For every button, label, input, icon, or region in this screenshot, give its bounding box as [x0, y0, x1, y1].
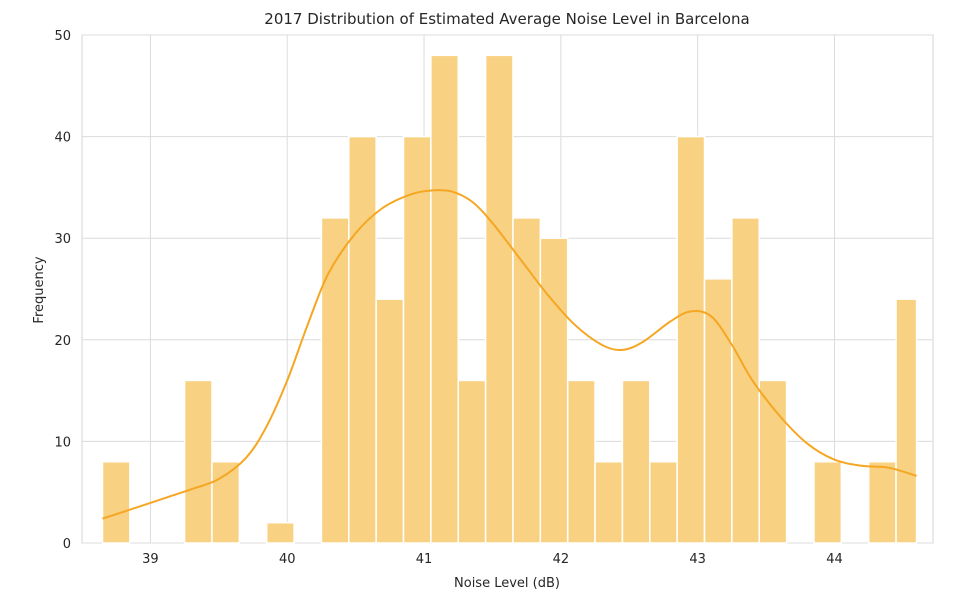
histogram-bar — [320, 217, 350, 544]
y-tick-label: 40 — [54, 131, 71, 146]
y-axis-ticks: 0 10 20 30 40 50 — [54, 29, 71, 552]
histogram-bar — [539, 237, 569, 544]
x-tick-label: 40 — [279, 552, 296, 567]
kde-line — [102, 189, 917, 520]
kde-curve — [102, 189, 917, 520]
x-tick-label: 43 — [689, 552, 706, 567]
histogram-bar — [484, 54, 514, 544]
histogram-bar — [594, 460, 624, 544]
histogram-bar — [101, 460, 131, 544]
histogram-bar — [731, 217, 760, 544]
histogram-bar — [895, 298, 918, 544]
histogram-bar — [867, 460, 897, 544]
histogram-bar — [402, 135, 432, 544]
chart-title: 2017 Distribution of Estimated Average N… — [264, 10, 749, 28]
histogram-bar — [813, 460, 843, 544]
y-tick-label: 50 — [54, 29, 71, 44]
histogram-bar — [430, 54, 459, 544]
histogram-bar — [758, 379, 788, 544]
x-tick-label: 42 — [553, 552, 570, 567]
y-tick-label: 30 — [54, 232, 71, 247]
histogram-bar — [621, 379, 651, 544]
y-tick-label: 10 — [54, 435, 71, 450]
y-axis-label: Frequency — [32, 256, 47, 323]
histogram-bar — [703, 278, 733, 544]
x-tick-label: 41 — [416, 552, 433, 567]
x-tick-label: 44 — [826, 552, 843, 567]
histogram-bar — [457, 379, 487, 544]
histogram-bar — [676, 135, 706, 544]
histogram-bar — [348, 135, 377, 544]
x-axis-label: Noise Level (dB) — [454, 576, 560, 591]
y-tick-label: 0 — [63, 537, 71, 552]
x-axis-ticks: 39 40 41 42 43 44 — [142, 552, 843, 567]
histogram-bar — [649, 460, 678, 544]
histogram-bars — [101, 54, 918, 544]
x-tick-label: 39 — [142, 552, 159, 567]
histogram-bar — [183, 379, 213, 544]
histogram-bar — [566, 379, 596, 544]
histogram-bar — [265, 521, 295, 544]
y-tick-label: 20 — [54, 334, 71, 349]
histogram-bar — [512, 217, 542, 544]
histogram-bar — [375, 298, 405, 544]
